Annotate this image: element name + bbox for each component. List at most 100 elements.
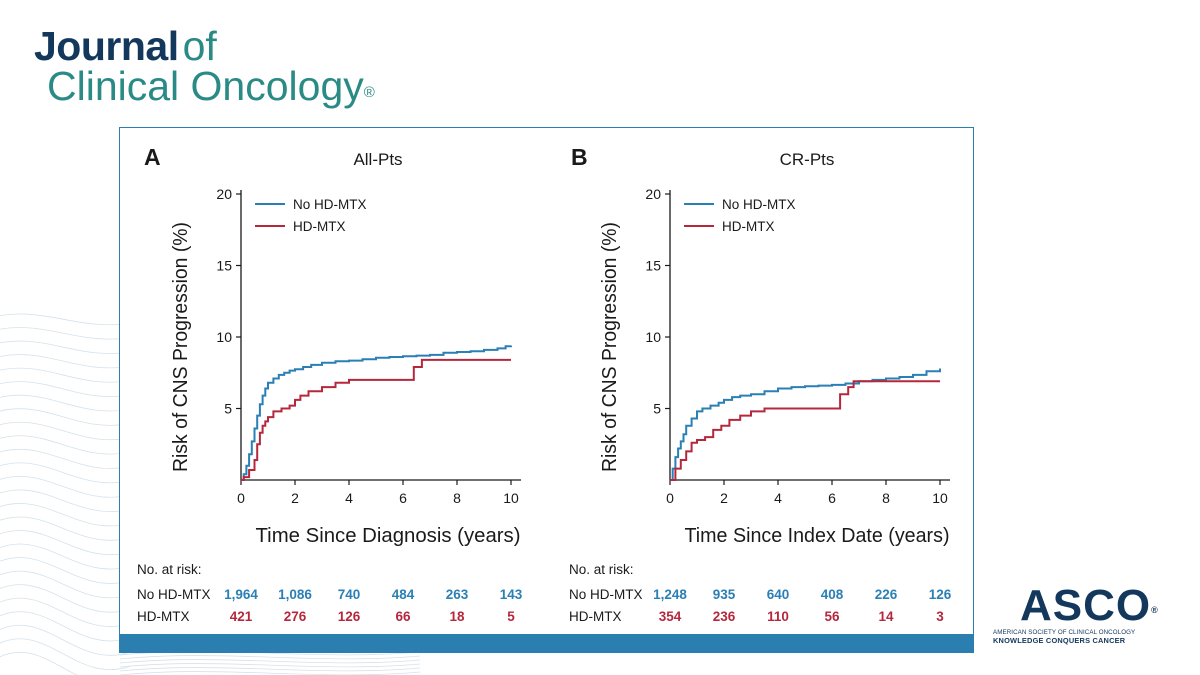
figure-panel: A All-Pts 5 10 15 20 0 2 4 6 8 10 Time Since Diagnos… xyxy=(119,127,974,653)
x-tick-label: 0 xyxy=(237,490,245,506)
wave-line-left xyxy=(0,557,131,584)
risk-value: 484 xyxy=(392,587,415,602)
risk-value: 66 xyxy=(395,609,411,624)
risk-value: 408 xyxy=(821,587,844,602)
wave-line-bottom xyxy=(119,663,421,668)
y-tick-label: 15 xyxy=(645,258,661,274)
wave-line-left xyxy=(0,313,131,326)
chart-panel-b: B CR-Pts 5 10 15 20 0 2 4 6 8 10 Time Since Index Da… xyxy=(569,144,952,624)
wave-line-left xyxy=(0,394,131,412)
risk-value: 740 xyxy=(338,587,361,602)
journal-logo-word: Journal xyxy=(34,23,179,69)
legend-label-0: No HD-MTX xyxy=(722,197,796,212)
risk-row-label: HD-MTX xyxy=(569,609,622,624)
asco-logo-society: AMERICAN SOCIETY OF CLINICAL ONCOLOGY xyxy=(993,629,1136,636)
x-tick-label: 8 xyxy=(882,490,890,506)
y-tick-label: 5 xyxy=(653,401,661,417)
wave-line-left xyxy=(0,516,131,541)
journal-logo-of: of xyxy=(182,23,217,69)
risk-row-label: No HD-MTX xyxy=(569,587,643,602)
risk-value: 110 xyxy=(767,609,789,624)
journal-logo: Journalof Clinical Oncology® xyxy=(34,23,375,109)
risk-table-heading: No. at risk: xyxy=(569,562,634,577)
risk-value: 1,086 xyxy=(278,587,312,602)
series-line-hdmtx xyxy=(670,380,940,481)
wave-line-left xyxy=(0,611,131,642)
asco-logo-word: ASCO xyxy=(1020,581,1152,630)
figure-footer-bar xyxy=(120,634,973,652)
y-tick-label: 20 xyxy=(216,186,232,202)
y-axis-title: Risk of CNS Progression (%) xyxy=(170,222,192,472)
x-tick-label: 2 xyxy=(291,490,299,506)
y-tick-label: 20 xyxy=(645,186,661,202)
wave-line-left xyxy=(0,435,131,455)
risk-value: 236 xyxy=(713,609,736,624)
wave-line-left xyxy=(0,449,131,469)
x-tick-label: 8 xyxy=(453,490,461,506)
risk-value: 263 xyxy=(446,587,469,602)
wave-line-left xyxy=(0,543,131,570)
wave-line-bottom xyxy=(119,655,421,660)
wave-line-left xyxy=(0,354,131,369)
series-line-hdmtx xyxy=(241,358,511,481)
series-line-no-hdmtx xyxy=(670,368,941,481)
risk-value: 126 xyxy=(929,587,952,602)
wave-line-left xyxy=(0,340,131,354)
risk-value: 143 xyxy=(500,587,523,602)
wave-line-bottom xyxy=(119,671,421,675)
y-tick-label: 10 xyxy=(216,329,232,345)
wave-line-left xyxy=(0,421,131,441)
panel-letter: A xyxy=(144,144,161,170)
y-tick-label: 10 xyxy=(645,329,661,345)
risk-value: 1,248 xyxy=(653,587,687,602)
risk-row-label: HD-MTX xyxy=(137,609,190,624)
risk-value: 226 xyxy=(875,587,898,602)
x-tick-label: 0 xyxy=(666,490,674,506)
x-tick-label: 4 xyxy=(774,490,782,506)
risk-value: 640 xyxy=(767,587,790,602)
risk-value: 3 xyxy=(936,609,944,624)
risk-value: 354 xyxy=(659,609,682,624)
y-axis-title: Risk of CNS Progression (%) xyxy=(599,222,621,472)
risk-table-heading: No. at risk: xyxy=(137,562,202,577)
legend-label-1: HD-MTX xyxy=(293,219,346,234)
legend-label-0: No HD-MTX xyxy=(293,197,367,212)
wave-line-left xyxy=(0,597,131,627)
x-tick-label: 6 xyxy=(399,490,407,506)
asco-logo-tagline: KNOWLEDGE CONQUERS CANCER xyxy=(993,636,1126,645)
risk-value: 18 xyxy=(449,609,465,624)
wave-line-left xyxy=(0,408,131,426)
wave-line-left xyxy=(0,638,131,671)
y-tick-label: 15 xyxy=(216,258,232,274)
asco-registered-mark: ® xyxy=(1151,605,1159,615)
x-tick-label: 10 xyxy=(503,490,519,506)
wave-line-left xyxy=(0,530,131,556)
wave-line-left xyxy=(0,651,78,675)
series-line-no-hdmtx xyxy=(241,345,512,481)
wave-line-left xyxy=(0,570,131,599)
wave-line-left xyxy=(0,367,131,383)
wave-line-left xyxy=(0,489,131,512)
wave-line-left xyxy=(0,503,131,527)
x-axis-title: Time Since Diagnosis (years) xyxy=(256,525,521,547)
wave-line-bottom xyxy=(119,667,421,672)
risk-value: 14 xyxy=(878,609,894,624)
wave-line-left xyxy=(0,381,131,397)
y-tick-label: 5 xyxy=(224,401,232,417)
wave-line-left xyxy=(0,624,131,656)
risk-row-label: No HD-MTX xyxy=(137,587,211,602)
risk-value: 421 xyxy=(230,609,253,624)
x-tick-label: 6 xyxy=(828,490,836,506)
journal-logo-subtitle: Clinical Oncology xyxy=(47,63,364,109)
wave-line-left xyxy=(0,462,131,484)
wave-line-left xyxy=(0,584,131,613)
wave-line-bottom xyxy=(119,659,421,664)
x-tick-label: 4 xyxy=(345,490,353,506)
registered-mark: ® xyxy=(363,84,375,101)
risk-value: 276 xyxy=(284,609,307,624)
risk-value: 1,964 xyxy=(224,587,258,602)
asco-logo: ASCO® AMERICAN SOCIETY OF CLINICAL ONCOL… xyxy=(993,584,1158,646)
panel-letter: B xyxy=(571,144,588,170)
